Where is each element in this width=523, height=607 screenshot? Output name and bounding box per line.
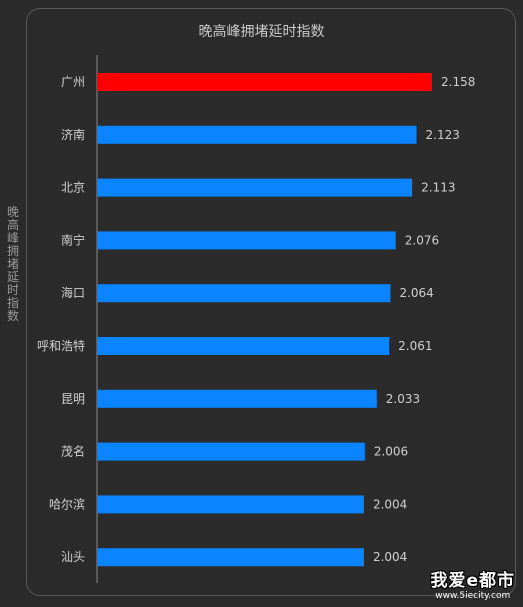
bar-5 [97, 337, 390, 355]
value-label-0: 2.158 [441, 75, 475, 89]
value-label-8: 2.004 [373, 497, 407, 511]
value-label-4: 2.064 [399, 286, 433, 300]
chart-title: 晚高峰拥堵延时指数 [198, 24, 325, 40]
category-label-6: 昆明 [61, 392, 85, 406]
value-label-9: 2.004 [373, 550, 407, 564]
bar-0 [97, 73, 432, 91]
category-label-5: 呼和浩特 [37, 338, 85, 353]
category-label-8: 哈尔滨 [49, 496, 85, 511]
bar-4 [97, 284, 391, 303]
bar-6 [97, 389, 377, 408]
chart-panel [26, 8, 516, 596]
category-label-1: 济南 [61, 127, 85, 142]
value-label-3: 2.076 [405, 233, 439, 247]
category-label-7: 茂名 [61, 444, 85, 459]
bar-2 [97, 178, 413, 197]
bar-1 [97, 125, 417, 144]
category-label-3: 南宁 [61, 232, 85, 247]
watermark-logo-text: 我爱e都市 [430, 571, 515, 591]
value-label-5: 2.061 [398, 339, 432, 353]
watermark: 我爱e都市 www.5iecity.com [430, 566, 515, 601]
category-label-9: 汕头 [61, 550, 85, 564]
value-label-7: 2.006 [374, 445, 408, 459]
bar-7 [97, 442, 365, 461]
watermark-url: www.5iecity.com [435, 591, 511, 601]
category-label-4: 海口 [61, 285, 85, 300]
bars-group: 广州 2.158 济南 2.123 北京 2.113 南宁 2.076 海口 2.064 呼和浩特 2… [37, 73, 475, 567]
value-label-1: 2.123 [426, 128, 460, 142]
y-axis-label: 晚高峰拥堵延时指数 [6, 205, 19, 323]
category-label-0: 广州 [61, 75, 85, 89]
bar-9 [97, 548, 364, 567]
category-label-2: 北京 [61, 181, 85, 195]
value-label-6: 2.033 [386, 392, 420, 406]
bar-8 [97, 495, 364, 514]
bar-3 [97, 231, 396, 250]
value-label-2: 2.113 [421, 181, 455, 195]
